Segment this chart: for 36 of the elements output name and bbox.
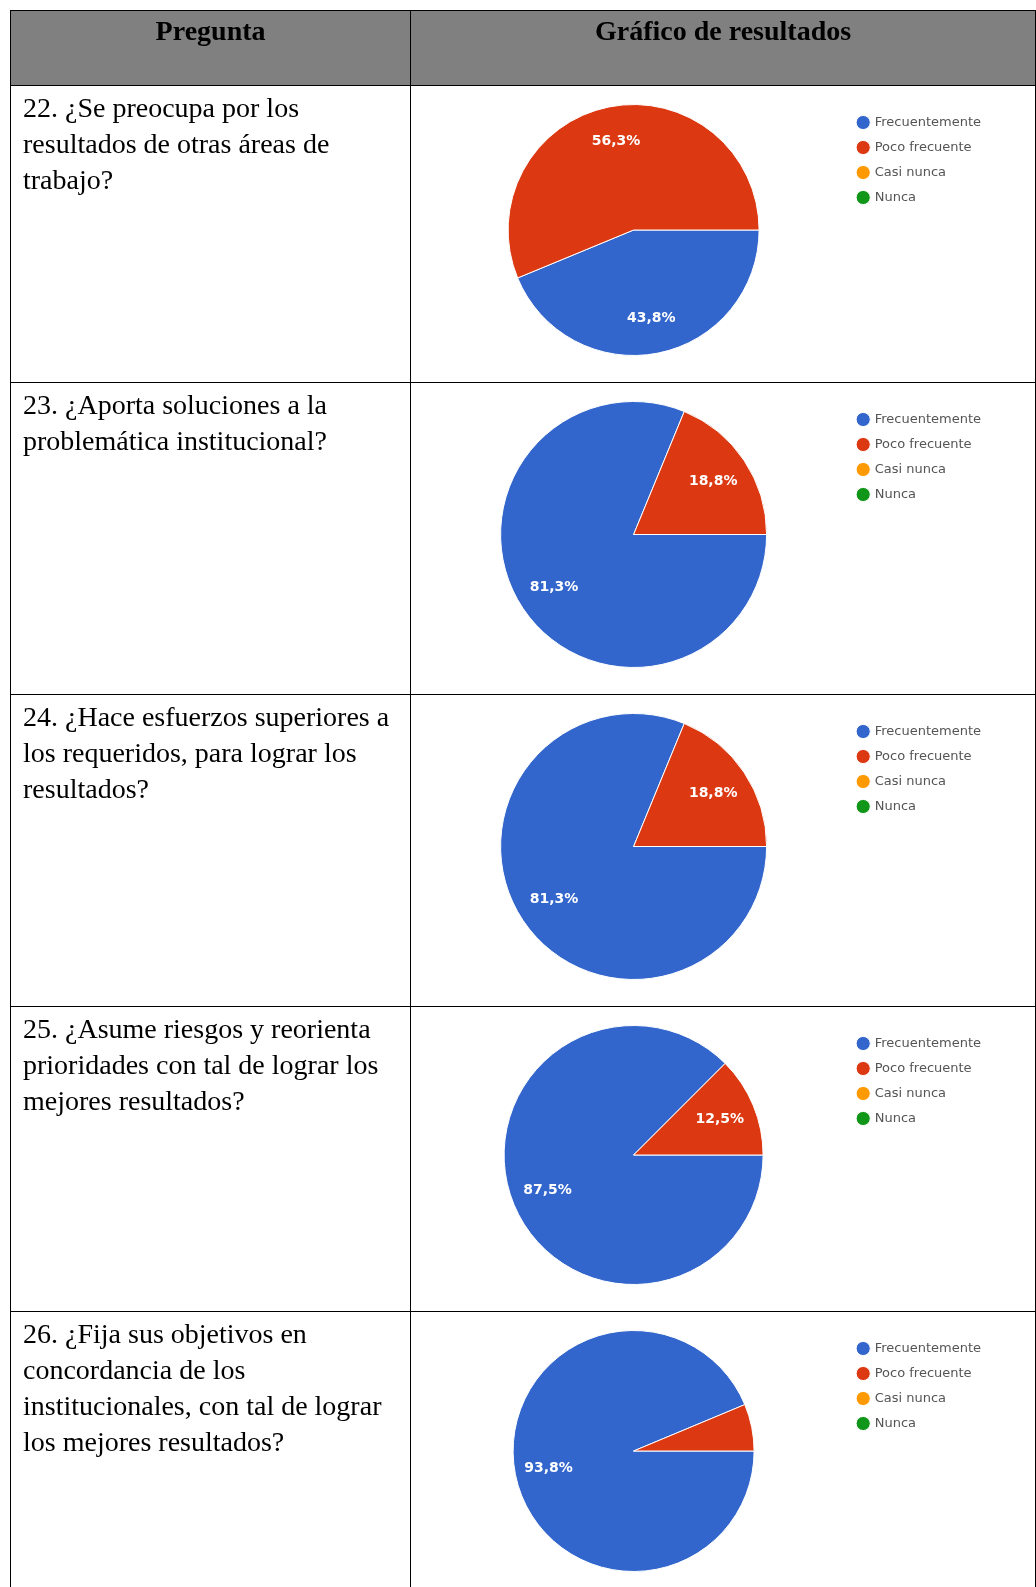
data-label: 81,3%	[529, 578, 579, 595]
legend-label: Casi nunca	[874, 1084, 947, 1100]
text: 22. ¿Se preocupa por los resultados de otras áreas de trabajo?	[10, 85, 411, 383]
legend-label: Casi nunca	[874, 163, 947, 179]
legend-label: Frecuentemente	[874, 113, 982, 129]
legend-label: Frecuentemente	[874, 1339, 982, 1355]
legend-label: Poco frecuente	[874, 747, 972, 763]
text: 25. ¿Asume riesgos y reorienta prioridades con tal de lograr los mejores resultados?	[10, 1006, 411, 1312]
legend-label: Poco frecuente	[874, 1059, 972, 1075]
data-label: 12,5%	[695, 1109, 745, 1126]
legend-label: Nunca	[874, 188, 917, 204]
data-label: 18,8%	[689, 471, 738, 488]
text: 26. ¿Fija sus objetivos en concordancia de los institucionales, con tal de lograr los mejores resultados?	[10, 1311, 411, 1587]
legend-label: Poco frecuente	[874, 138, 972, 154]
legend-label: Poco frecuente	[874, 435, 972, 451]
legend-label: Frecuentemente	[874, 722, 982, 738]
data-label: 87,5%	[523, 1181, 572, 1198]
legend-label: Casi nunca	[874, 1389, 947, 1405]
legend-label: Nunca	[874, 797, 917, 813]
text: Gráfico de resultados	[410, 10, 1036, 86]
data-label: 93,8%	[524, 1458, 573, 1475]
legend-label: Casi nunca	[874, 772, 947, 788]
legend-label: Nunca	[874, 1414, 917, 1430]
data-label: 43,8%	[627, 309, 676, 326]
text: 23. ¿Aporta soluciones a la problemática institucional?	[10, 382, 411, 695]
legend-label: Frecuentemente	[874, 410, 982, 426]
text: 24. ¿Hace esfuerzos superiores a los requeridos, para lograr los resultados?	[10, 694, 411, 1007]
legend-label: Casi nunca	[874, 460, 947, 476]
text: Pregunta	[10, 10, 411, 86]
data-label: 81,3%	[529, 890, 579, 907]
legend-label: Nunca	[874, 485, 917, 501]
legend-label: Poco frecuente	[874, 1364, 972, 1380]
data-label: 56,3%	[591, 132, 641, 149]
legend-label: Frecuentemente	[874, 1034, 982, 1050]
data-label: 18,8%	[689, 783, 738, 800]
legend-label: Nunca	[874, 1109, 917, 1125]
